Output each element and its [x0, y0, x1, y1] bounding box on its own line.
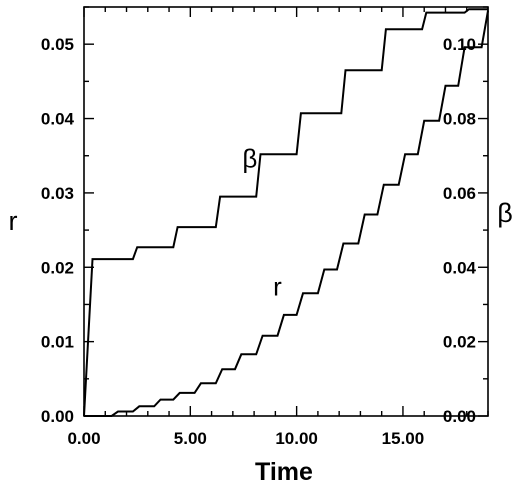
- x-tick-label: 5.00: [174, 429, 207, 448]
- tick-marks: [83, 6, 489, 417]
- annotation-beta: β: [242, 144, 257, 174]
- x-tick-label: 0.00: [67, 429, 100, 448]
- left-axis-title: r: [9, 206, 18, 236]
- plot-frame: [83, 6, 489, 417]
- left-tick-label: 0.05: [41, 35, 74, 54]
- right-tick-label: 0.00: [443, 407, 476, 426]
- series-line-r: [84, 10, 489, 417]
- series-line-beta: [83, 8, 488, 417]
- tick-labels: 0.00 5.00 10.00 15.00 0.00 0.01 0.02 0.03 0.04 0.…: [41, 35, 477, 448]
- right-tick-label: 0.04: [443, 258, 477, 277]
- x-tick-label: 10.00: [275, 429, 318, 448]
- right-axis-title: β: [497, 198, 513, 228]
- left-tick-label: 0.03: [41, 184, 74, 203]
- right-tick-label: 0.02: [443, 333, 476, 352]
- right-tick-label: 0.06: [443, 184, 476, 203]
- right-tick-label: 0.08: [443, 110, 476, 129]
- left-tick-label: 0.01: [41, 333, 74, 352]
- annotation-r: r: [273, 272, 282, 302]
- left-tick-label: 0.04: [41, 110, 75, 129]
- right-tick-label: 0.10: [443, 35, 476, 54]
- x-axis-title: Time: [255, 458, 313, 485]
- left-tick-label: 0.00: [41, 407, 74, 426]
- x-tick-label: 15.00: [382, 429, 425, 448]
- left-tick-label: 0.02: [41, 258, 74, 277]
